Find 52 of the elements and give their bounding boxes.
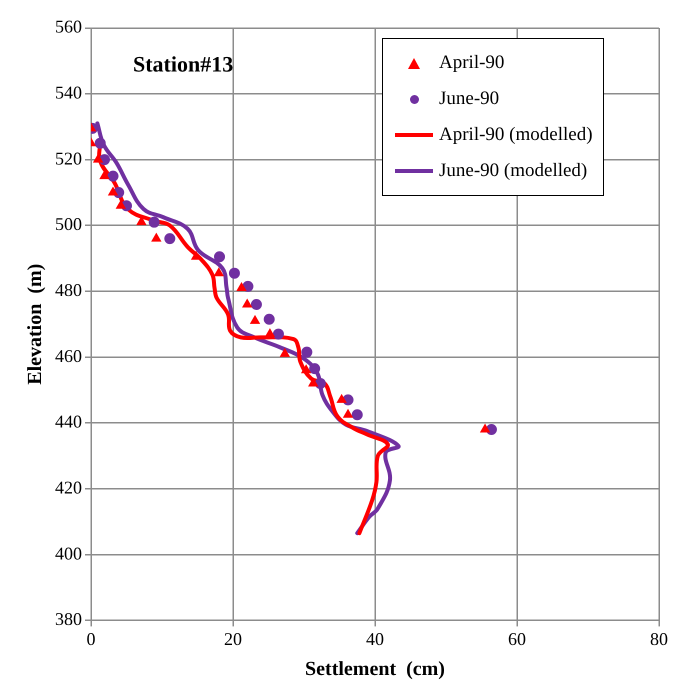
legend-label: April-90 <box>439 52 504 74</box>
y-tick-label: 380 <box>55 609 82 630</box>
point <box>265 328 275 338</box>
point <box>308 378 318 386</box>
x-tick-label: 0 <box>86 628 96 649</box>
point <box>264 314 275 325</box>
y-tick-label: 420 <box>55 477 82 498</box>
point <box>343 409 353 418</box>
x-axis-title: Settlement (cm) <box>305 658 445 680</box>
y-tick-label: 560 <box>55 16 82 37</box>
point <box>164 233 176 244</box>
legend-label: June-90 (modelled) <box>439 160 588 182</box>
x-tick-label: 20 <box>224 628 242 649</box>
legend-label: April-90 (modelled) <box>439 124 593 146</box>
point <box>336 394 346 403</box>
point <box>108 187 118 196</box>
y-tick-label: 480 <box>55 280 82 300</box>
y-tick-label: 520 <box>55 148 82 168</box>
point <box>116 200 126 209</box>
point <box>301 346 312 358</box>
point <box>250 315 260 324</box>
y-tick-label: 400 <box>55 543 82 564</box>
point <box>136 216 146 226</box>
point <box>214 251 226 262</box>
point <box>314 378 326 389</box>
point <box>280 348 290 357</box>
point <box>148 216 160 228</box>
point <box>228 268 240 279</box>
point <box>93 154 103 163</box>
point <box>480 424 490 433</box>
y-tick-label: 460 <box>55 346 82 366</box>
annotation: Station#13 <box>133 52 234 77</box>
y-tick-label: 440 <box>55 412 82 432</box>
x-tick-label: 40 <box>366 628 384 649</box>
point <box>100 170 110 180</box>
y-tick-label: 500 <box>55 214 82 234</box>
point <box>309 363 320 374</box>
point <box>250 298 262 310</box>
point <box>242 298 252 308</box>
point <box>94 138 106 149</box>
x-tick-label: 60 <box>508 628 526 649</box>
point <box>236 282 246 291</box>
legend-label: June-90 <box>439 88 500 110</box>
point <box>301 364 311 374</box>
y-tick-label: 540 <box>55 82 82 103</box>
point <box>108 170 119 182</box>
point <box>272 328 284 340</box>
point <box>352 409 363 420</box>
y-axis-title: Elevation (m) <box>24 264 46 385</box>
point <box>151 233 162 242</box>
x-tick-label: 80 <box>650 628 668 649</box>
point <box>214 268 224 276</box>
